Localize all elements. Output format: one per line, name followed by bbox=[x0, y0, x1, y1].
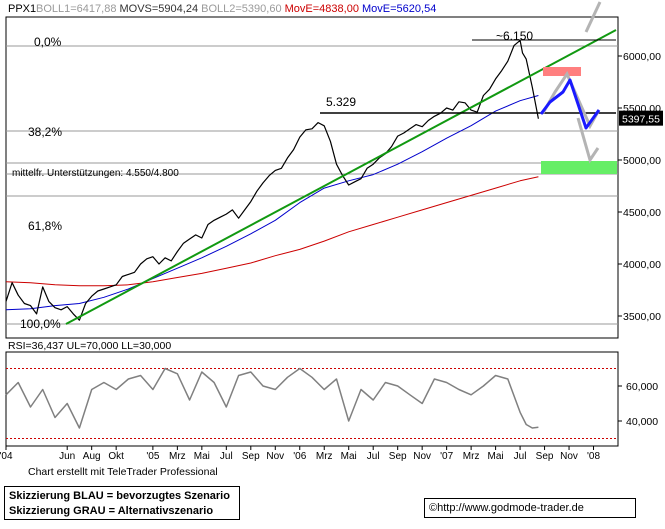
price-axis-label: 5000,00 bbox=[623, 155, 661, 167]
legend-blue-line: Skizzierung BLAU = bevorzugtes Szenario bbox=[9, 490, 230, 502]
scenario-legend: Skizzierung BLAU = bevorzugtes Szenario … bbox=[4, 486, 240, 520]
x-axis-label: Jun bbox=[59, 451, 75, 462]
x-axis-label: Nov bbox=[560, 451, 578, 462]
x-axis-label: Mrz bbox=[463, 451, 480, 462]
x-axis-label: Jul bbox=[220, 451, 233, 462]
rsi-line bbox=[5, 367, 539, 429]
x-axis-label: '04 bbox=[0, 451, 13, 462]
x-axis-label: Mai bbox=[488, 451, 504, 462]
x-axis-label: '08 bbox=[587, 451, 600, 462]
legend-grey-line: Skizzierung GRAU = Alternativszenario bbox=[9, 505, 214, 517]
x-axis-label: Nov bbox=[413, 451, 431, 462]
price-axis-label: 4500,00 bbox=[623, 207, 661, 219]
fib-100-label: 100,0% bbox=[20, 317, 61, 331]
high-label: ~6.150 bbox=[496, 29, 533, 43]
trend-line bbox=[65, 29, 617, 325]
price-axis-label: 4000,00 bbox=[623, 259, 661, 271]
scenario-grey-up bbox=[584, 1, 602, 33]
x-axis-label: '06 bbox=[293, 451, 306, 462]
resistance-zone bbox=[543, 67, 581, 76]
rsi-readout: RSI=36,437 UL=70,000 LL=30,000 bbox=[8, 340, 171, 352]
x-axis-label: Okt bbox=[108, 451, 124, 462]
x-axis-label: Nov bbox=[266, 451, 284, 462]
moving-average-red-line bbox=[5, 176, 539, 287]
indicator-value-3: MovE=4838,00 bbox=[282, 3, 359, 15]
fib-382-label: 38,2% bbox=[28, 125, 62, 139]
indicator-value-4: MovE=5620,54 bbox=[359, 3, 436, 15]
scenario-blue-path bbox=[539, 78, 601, 130]
indicator-readout: BOLL1=6417,88 MOVS=5904,24 BOLL2=5390,60… bbox=[36, 3, 436, 15]
rsi-axis-label: 60,000 bbox=[626, 381, 658, 393]
indicator-value-0: BOLL1=6417,88 bbox=[36, 3, 116, 15]
resistance-label: 5.329 bbox=[326, 95, 356, 109]
chart-credit: Chart erstellt mit TeleTrader Profession… bbox=[28, 466, 218, 478]
x-axis-label: Mrz bbox=[316, 451, 333, 462]
x-axis-label: Mai bbox=[194, 451, 210, 462]
price-axis-label: 6000,00 bbox=[623, 51, 661, 63]
price-panel bbox=[5, 16, 619, 339]
fib-618-label: 61,8% bbox=[28, 219, 62, 233]
x-axis-label: Sep bbox=[242, 451, 260, 462]
source-url[interactable]: ©http://www.godmode-trader.de bbox=[424, 498, 636, 518]
price-line bbox=[5, 39, 539, 321]
x-axis-label: Mrz bbox=[169, 451, 186, 462]
fib-0-label: 0,0% bbox=[34, 35, 62, 49]
support-label: mittelfr. Unterstützungen: 4.550/4.800 bbox=[12, 168, 179, 179]
x-axis-label: Sep bbox=[536, 451, 554, 462]
indicator-value-2: BOLL2=5390,60 bbox=[198, 3, 282, 15]
moving-average-blue-line bbox=[5, 95, 539, 311]
support-zone bbox=[541, 161, 617, 174]
scenario-grey-drop bbox=[576, 117, 600, 164]
last-price-label: 5397,55 bbox=[622, 114, 660, 126]
rsi-axis-label: 40,000 bbox=[626, 416, 658, 428]
last-price-box bbox=[619, 110, 663, 126]
x-axis-label: '07 bbox=[440, 451, 453, 462]
price-axis-label: 3500,00 bbox=[623, 311, 661, 323]
x-axis-label: Mai bbox=[341, 451, 357, 462]
rsi-panel bbox=[5, 351, 619, 447]
x-axis-label: Jul bbox=[514, 451, 527, 462]
x-axis-label: '05 bbox=[146, 451, 159, 462]
x-axis-label: Aug bbox=[83, 451, 101, 462]
x-axis-label: Jul bbox=[367, 451, 380, 462]
x-axis-label: Sep bbox=[389, 451, 407, 462]
chart-symbol: PPX1 bbox=[8, 3, 36, 15]
indicator-value-1: MOVS=5904,24 bbox=[116, 3, 198, 15]
